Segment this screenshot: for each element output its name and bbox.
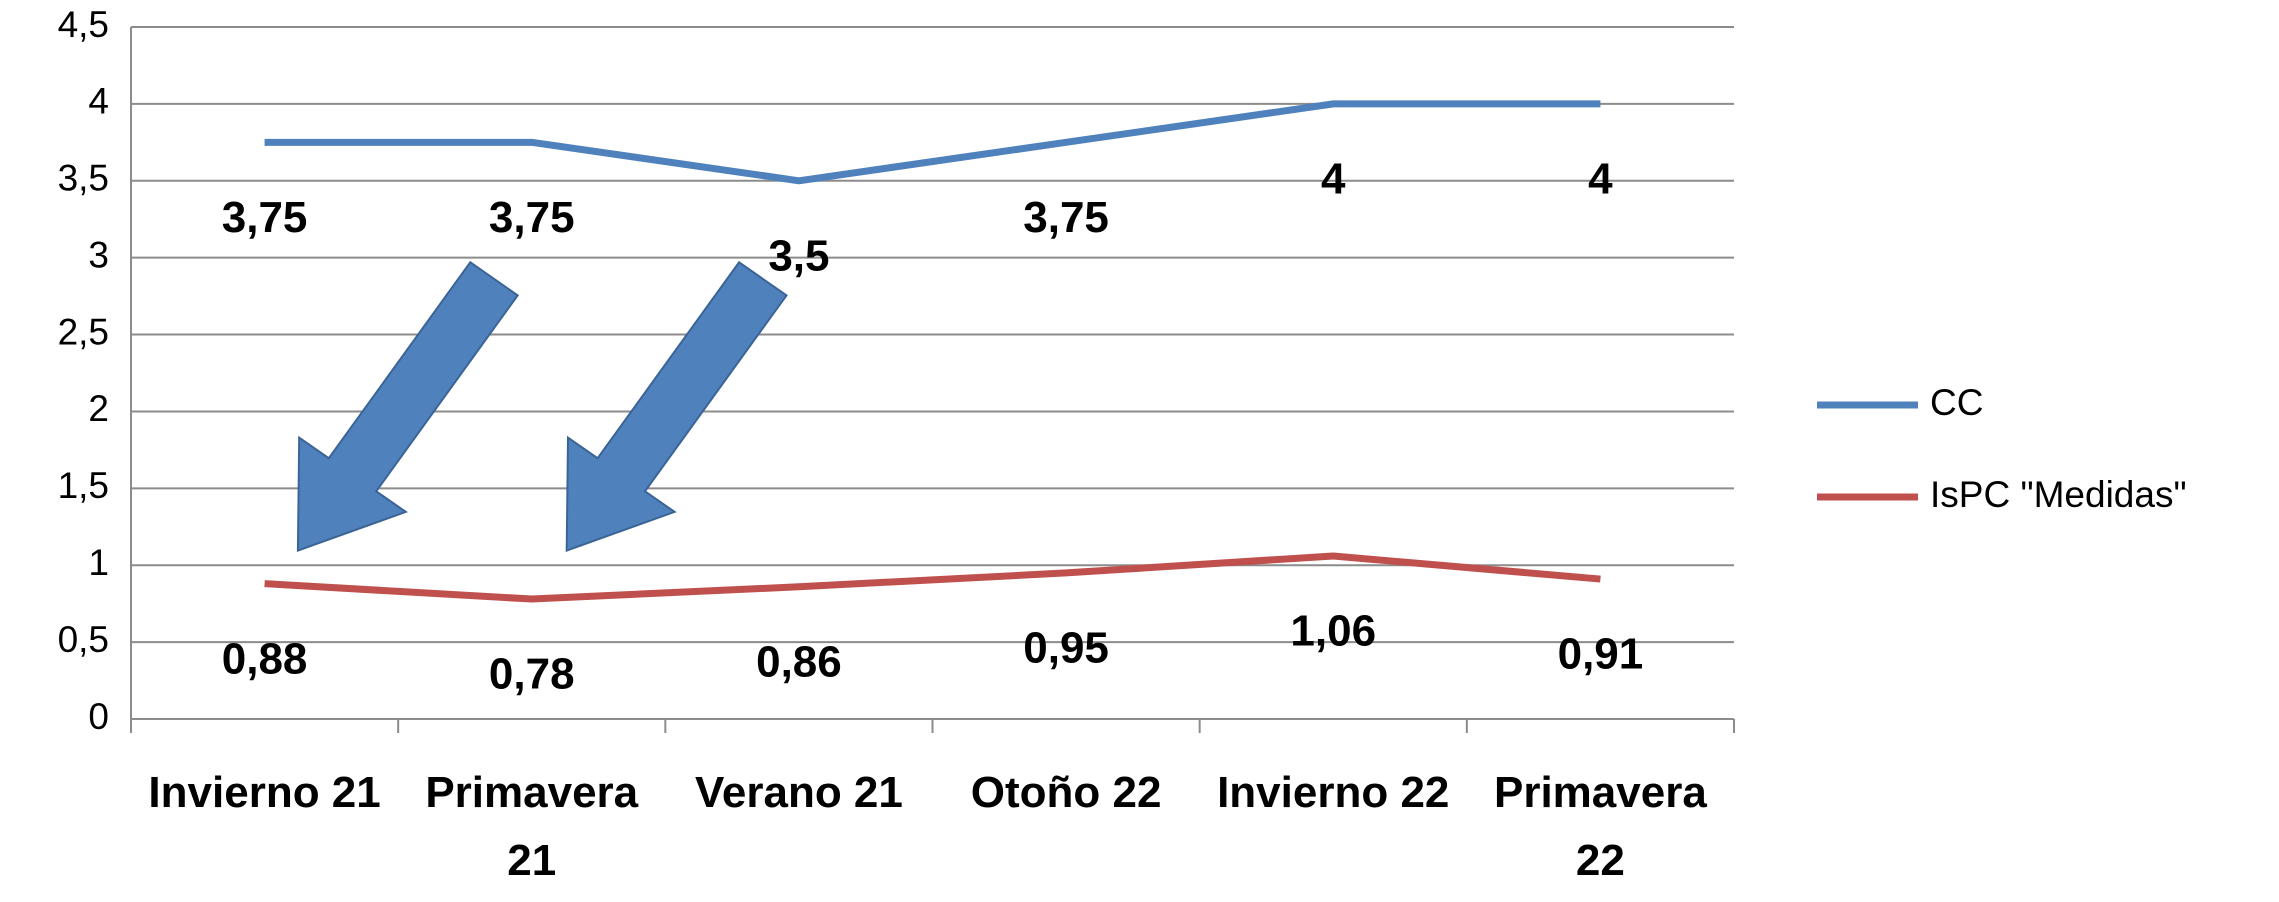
y-tick-label: 0,5: [58, 619, 109, 660]
y-tick-label: 0: [88, 696, 109, 737]
x-tick-label: Otoño 22: [970, 768, 1162, 817]
data-label: 3,75: [222, 193, 308, 242]
series-line: [264, 100, 1601, 185]
arrows: [296, 260, 788, 553]
y-tick-label: 2,5: [58, 311, 109, 352]
x-tick-label: Invierno 22: [1217, 768, 1450, 817]
y-tick-label: 1: [88, 542, 109, 583]
x-tick-label: Primavera 21: [425, 768, 639, 885]
data-label: 0,95: [1023, 624, 1109, 673]
data-label: 3,75: [1023, 193, 1109, 242]
data-label: 0,88: [222, 634, 308, 683]
x-tick-label: Verano 21: [694, 768, 903, 817]
series-line: [264, 552, 1601, 603]
data-label: 3,5: [768, 231, 829, 280]
data-label: 0,78: [489, 650, 575, 699]
y-tick-label: 3,5: [58, 158, 109, 199]
data-label: 1,06: [1290, 607, 1376, 656]
x-tick-label: Invierno 21: [148, 768, 381, 817]
legend-label: IsPC "Medidas": [1930, 474, 2187, 515]
plot: 0 0,5 1 1,5 2 2,5 3 3,5 4 4,5 3,75 3,75 3,5 3,75 4 4 CC 0…: [58, 4, 2187, 737]
arrow: [565, 260, 788, 553]
y-tick-label: 1,5: [58, 465, 109, 506]
data-label: 4: [1321, 155, 1346, 204]
legend-label: CC: [1930, 382, 1983, 423]
data-label: 4: [1588, 155, 1613, 204]
data-label: 3,75: [489, 193, 575, 242]
y-tick-label: 2: [88, 388, 109, 429]
y-tick-label: 3: [88, 234, 109, 275]
x-tick-label: Primavera 22: [1493, 768, 1707, 885]
arrow: [296, 260, 520, 553]
y-tick-label: 4,5: [58, 4, 109, 45]
y-tick-label: 4: [88, 81, 109, 122]
data-label: 0,86: [756, 637, 842, 686]
data-label: 0,91: [1558, 630, 1644, 679]
